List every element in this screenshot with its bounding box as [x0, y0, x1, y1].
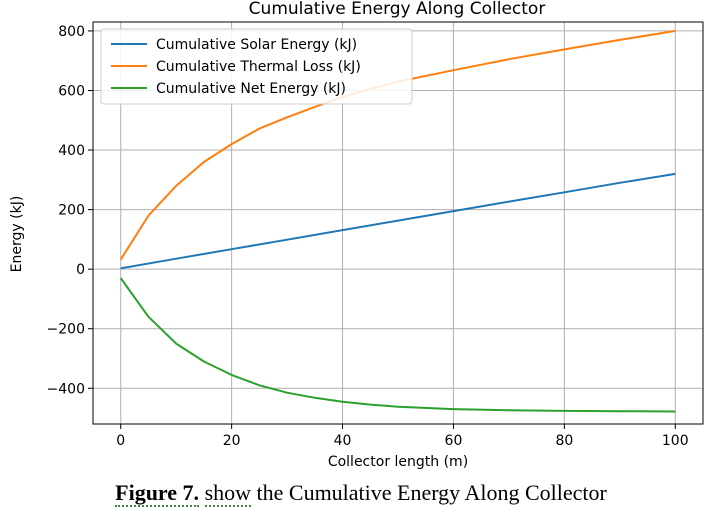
- y-axis-label: Energy (kJ): [9, 196, 25, 273]
- legend-label-solar: Cumulative Solar Energy (kJ): [156, 37, 357, 53]
- y-tick-label: 600: [58, 83, 85, 99]
- y-tick-label: −400: [47, 381, 85, 397]
- x-tick-label: 0: [116, 433, 125, 449]
- y-tick-label: 200: [58, 203, 85, 219]
- y-tick-label: 400: [58, 143, 85, 159]
- caption-show-word: show: [204, 480, 252, 507]
- legend: Cumulative Solar Energy (kJ) Cumulative …: [100, 28, 413, 105]
- x-axis-label: Collector length (m): [328, 454, 468, 470]
- chart-title: Cumulative Energy Along Collector: [249, 0, 546, 19]
- x-tick-label: 100: [662, 433, 689, 449]
- chart: Cumulative Energy Along Collector 0 20 40 6…: [9, 0, 704, 470]
- legend-box: [100, 28, 413, 105]
- figure-caption: Figure 7. show the Cumulative Energy Alo…: [0, 480, 722, 507]
- series-line-net-energy: [119, 277, 676, 413]
- y-tick-label: 0: [76, 262, 85, 278]
- x-tick-label: 60: [445, 433, 463, 449]
- legend-label-net-energy: Cumulative Net Energy (kJ): [156, 81, 346, 97]
- figure-number: Figure 7.: [115, 480, 200, 507]
- x-tick-label: 20: [223, 433, 241, 449]
- ticks: 0 20 40 60 80 100 −400 −200 0 200 400 600 800: [47, 24, 689, 449]
- x-tick-label: 80: [555, 433, 573, 449]
- legend-label-thermal-loss: Cumulative Thermal Loss (kJ): [156, 59, 361, 75]
- y-tick-label: 800: [58, 24, 85, 40]
- plot-frame: [92, 21, 704, 425]
- x-tick-label: 40: [334, 433, 352, 449]
- caption-text: the Cumulative Energy Along Collector: [251, 480, 607, 505]
- series-line-solar-energy: [120, 172, 676, 270]
- y-tick-label: −200: [47, 322, 85, 338]
